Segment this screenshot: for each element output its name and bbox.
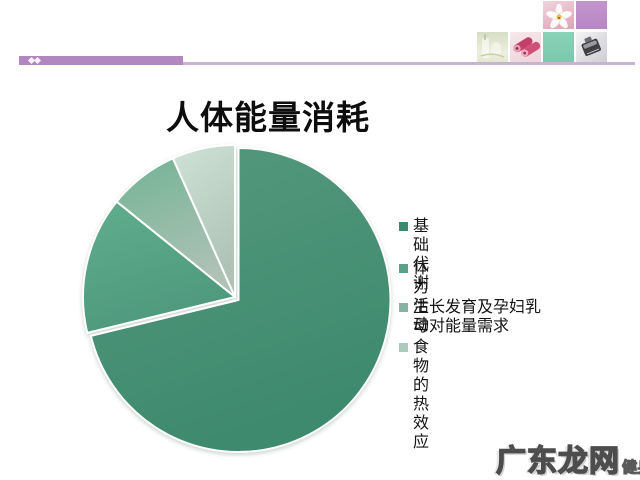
legend-swatch-icon <box>399 222 408 231</box>
legend-item-basal-metabolism: 基础代谢 <box>399 217 429 293</box>
rolled-towels-icon <box>513 37 541 57</box>
legend-swatch-icon <box>399 264 408 273</box>
legend-swatch-icon <box>399 343 408 352</box>
orchid-photo-tile <box>543 1 574 29</box>
legend-swatch-icon <box>399 303 408 312</box>
legend-item-physical-activity: 体力活动 <box>399 259 429 335</box>
page-title: 人体能量消耗 <box>166 101 370 137</box>
watermark-suffix: 健身 <box>621 458 640 477</box>
legend-label: 食物的热效应 <box>413 339 430 451</box>
legend-label: 体力活动 <box>413 260 430 334</box>
header-accent-bar <box>19 56 183 65</box>
legend-label: 基础代谢 <box>413 218 430 292</box>
spa-bottles-photo-tile <box>477 32 508 62</box>
pie-slice-3 <box>171 144 236 298</box>
pink-towels-photo-tile <box>510 32 541 62</box>
purple-square-tile <box>576 1 607 29</box>
spa-bottles-icon <box>480 34 505 58</box>
orchid-flower-icon <box>545 3 573 29</box>
legend-item-growth-pregnancy: 生长发育及孕妇乳母对能量需求 <box>399 298 546 336</box>
perfume-bottle-photo-tile <box>576 32 607 62</box>
pie-chart <box>82 144 392 453</box>
watermark: 广东龙网 健身 <box>495 436 640 480</box>
legend-label: 生长发育及孕妇乳母对能量需求 <box>413 299 542 335</box>
header-rule <box>19 62 635 65</box>
pie-slice-0 <box>89 147 392 453</box>
pie-slice-1 <box>82 200 236 334</box>
teal-square-tile <box>543 32 574 62</box>
watermark-text: 广东龙网 <box>495 443 620 479</box>
perfume-bottle-icon <box>581 36 601 56</box>
legend-item-thermic-effect: 食物的热效应 <box>399 338 429 452</box>
